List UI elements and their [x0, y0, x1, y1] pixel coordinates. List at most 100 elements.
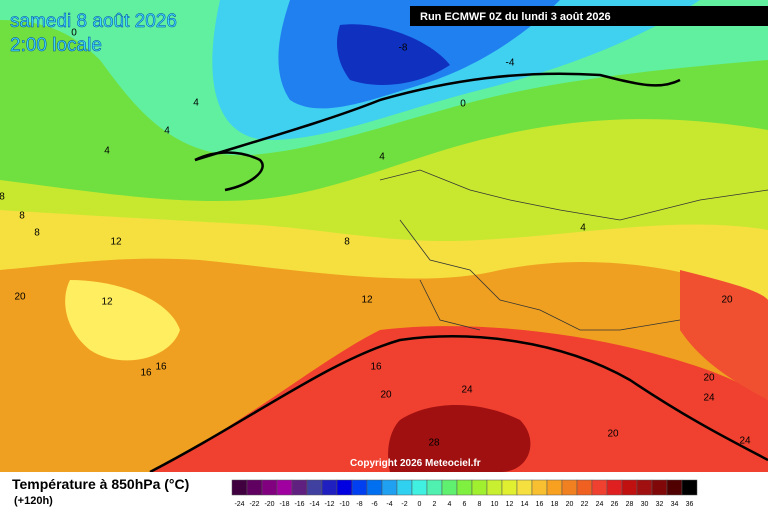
scale-swatch — [276, 479, 293, 496]
scale-swatch — [501, 479, 518, 496]
lead-time: (+120h) — [14, 495, 53, 507]
contour-label: 4 — [104, 146, 110, 157]
scale-label: 26 — [611, 501, 619, 508]
contour-label: 8 — [0, 192, 5, 203]
copyright: Copyright 2026 Meteociel.fr — [350, 458, 481, 469]
zone-28 — [388, 405, 531, 472]
scale-label: -10 — [339, 501, 349, 508]
scale-label: 12 — [506, 501, 514, 508]
contour-label: 8 — [344, 237, 350, 248]
scale-swatch — [576, 479, 593, 496]
scale-label: 28 — [626, 501, 634, 508]
contour-label: 16 — [370, 362, 382, 373]
scale-label: 30 — [641, 501, 649, 508]
scale-label: -18 — [279, 501, 289, 508]
contour-label: 16 — [155, 362, 167, 373]
scale-label: -16 — [294, 501, 304, 508]
zone-12-west — [65, 280, 180, 361]
scale-swatch — [411, 479, 428, 496]
scale-swatch — [486, 479, 503, 496]
scale-swatch — [261, 479, 278, 496]
scale-label: 16 — [536, 501, 544, 508]
coastlines — [379, 169, 768, 331]
contour-0 — [194, 72, 681, 162]
contour-0-loop — [194, 151, 264, 192]
scale-label: -6 — [371, 501, 377, 508]
scale-label: 22 — [581, 501, 589, 508]
scale-swatch — [366, 479, 383, 496]
scale-label: 24 — [596, 501, 604, 508]
scale-swatch — [396, 479, 413, 496]
scale-swatch — [531, 479, 548, 496]
scale-swatch — [666, 479, 683, 496]
contour-label: 20 — [721, 295, 733, 306]
contour-label: 4 — [193, 98, 199, 109]
legend-title: Température à 850hPa (°C) — [12, 476, 189, 492]
scale-label: -4 — [386, 501, 392, 508]
map — [0, 0, 768, 474]
contour-label: 4 — [379, 152, 385, 163]
contour-label: -4 — [506, 58, 515, 69]
scale-swatch — [636, 479, 653, 496]
contour-label: 12 — [361, 295, 373, 306]
scale-swatch — [321, 479, 338, 496]
run-text: Run ECMWF 0Z du lundi 3 août 2026 — [420, 11, 611, 23]
contour-label: 20 — [703, 373, 715, 384]
contour-label: 16 — [140, 368, 152, 379]
scale-label: -12 — [324, 501, 334, 508]
contour-label: -8 — [399, 43, 408, 54]
contour-label: 20 — [380, 390, 392, 401]
scale-swatch — [591, 479, 608, 496]
scale-swatch — [606, 479, 623, 496]
scale-label: -2 — [401, 501, 407, 508]
scale-swatch — [441, 479, 458, 496]
scale-label: 34 — [671, 501, 679, 508]
scale-label: 4 — [448, 501, 452, 508]
scale-swatch — [426, 479, 443, 496]
scale-swatch — [231, 479, 248, 496]
scale-label: -8 — [356, 501, 362, 508]
scale-swatch — [651, 479, 668, 496]
contour-label: 0 — [460, 99, 466, 110]
scale-swatch — [621, 479, 638, 496]
contour-label: 28 — [428, 438, 440, 449]
contour-label: 12 — [110, 237, 122, 248]
scale-label: 14 — [521, 501, 529, 508]
zone-20-east — [680, 270, 768, 400]
scale-swatch — [351, 479, 368, 496]
contour-label: 20 — [14, 292, 26, 303]
scale-swatch — [291, 479, 308, 496]
scale-swatch — [516, 479, 533, 496]
scale-swatch — [681, 479, 698, 496]
scale-swatch — [546, 479, 563, 496]
contour-label: 24 — [461, 385, 473, 396]
scale-swatch — [381, 479, 398, 496]
scale-swatch — [456, 479, 473, 496]
scale-label: 18 — [551, 501, 559, 508]
zone-m8 — [337, 24, 450, 85]
scale-swatch — [561, 479, 578, 496]
contour-label: 12 — [101, 297, 113, 308]
contour-label: 24 — [703, 393, 715, 404]
color-scale: -24 -22 -20 -18 -16 -14 -12 -10 -8 -6 -4 -2 0 2 4 6 8 10 1… — [231, 479, 698, 508]
scale-label: 32 — [656, 501, 664, 508]
scale-swatch — [306, 479, 323, 496]
zone-20 — [150, 326, 768, 472]
contour-label: 8 — [19, 211, 25, 222]
scale-label: -24 — [234, 501, 244, 508]
scale-label: 8 — [478, 501, 482, 508]
contour-label: 4 — [580, 223, 586, 234]
scale-label: 6 — [463, 501, 467, 508]
contour-20 — [149, 335, 768, 474]
scale-label: 20 — [566, 501, 574, 508]
contour-label: 4 — [164, 126, 170, 137]
local-time: 2:00 locale — [10, 35, 102, 56]
scale-swatch — [336, 479, 353, 496]
scale-label: 0 — [418, 501, 422, 508]
scale-swatch — [471, 479, 488, 496]
run-banner — [410, 6, 768, 26]
scale-label: 2 — [433, 501, 437, 508]
contour-label: 0 — [71, 28, 77, 39]
scale-label: 10 — [491, 501, 499, 508]
